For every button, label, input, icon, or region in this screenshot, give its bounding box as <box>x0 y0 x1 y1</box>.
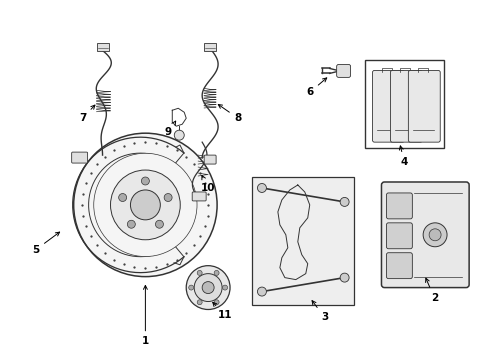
Circle shape <box>202 282 214 293</box>
FancyBboxPatch shape <box>386 193 411 219</box>
FancyBboxPatch shape <box>72 152 87 163</box>
Circle shape <box>130 190 160 220</box>
Circle shape <box>257 287 266 296</box>
FancyBboxPatch shape <box>96 42 108 51</box>
Circle shape <box>340 273 348 282</box>
FancyBboxPatch shape <box>203 42 216 51</box>
Circle shape <box>257 184 266 193</box>
FancyBboxPatch shape <box>336 64 350 77</box>
Bar <box>364 60 443 148</box>
FancyBboxPatch shape <box>386 253 411 279</box>
FancyBboxPatch shape <box>192 192 206 201</box>
Text: 2: 2 <box>425 278 437 302</box>
Bar <box>251 177 353 305</box>
Circle shape <box>422 223 446 247</box>
Text: 3: 3 <box>311 301 327 323</box>
Circle shape <box>214 270 219 275</box>
Circle shape <box>164 194 172 202</box>
Text: 7: 7 <box>79 105 95 123</box>
Circle shape <box>110 170 180 240</box>
Text: 5: 5 <box>32 232 60 255</box>
FancyBboxPatch shape <box>389 71 422 142</box>
Circle shape <box>340 197 348 206</box>
Text: 8: 8 <box>218 104 241 123</box>
Circle shape <box>74 133 217 276</box>
Text: 11: 11 <box>212 302 232 320</box>
Text: 1: 1 <box>142 285 149 346</box>
Circle shape <box>194 274 222 302</box>
Circle shape <box>222 285 227 290</box>
FancyBboxPatch shape <box>381 182 468 288</box>
Text: 4: 4 <box>399 146 407 167</box>
Circle shape <box>197 300 202 305</box>
FancyBboxPatch shape <box>386 223 411 249</box>
Circle shape <box>94 153 197 257</box>
FancyBboxPatch shape <box>407 71 439 142</box>
Circle shape <box>119 194 126 202</box>
Circle shape <box>174 130 184 140</box>
Circle shape <box>214 300 219 305</box>
Circle shape <box>155 220 163 228</box>
Circle shape <box>188 285 193 290</box>
Circle shape <box>127 220 135 228</box>
Circle shape <box>186 266 229 310</box>
Text: 9: 9 <box>164 121 175 137</box>
Circle shape <box>141 177 149 185</box>
Text: 6: 6 <box>305 78 326 97</box>
Circle shape <box>428 229 440 241</box>
FancyBboxPatch shape <box>372 71 404 142</box>
FancyBboxPatch shape <box>203 155 216 164</box>
Text: 10: 10 <box>201 175 215 193</box>
Circle shape <box>197 270 202 275</box>
